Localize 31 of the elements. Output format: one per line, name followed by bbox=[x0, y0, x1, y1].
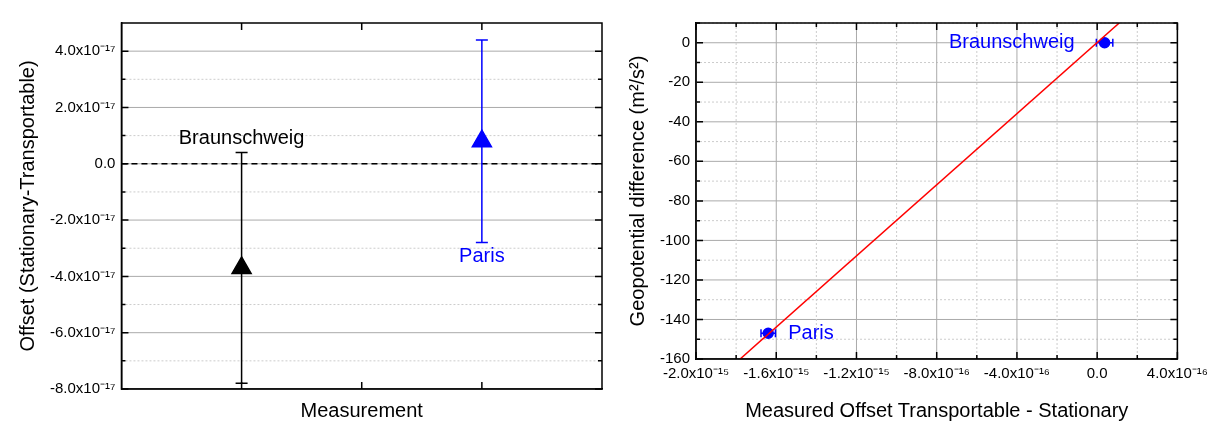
y-tick-label: -160 bbox=[659, 349, 691, 367]
y-tick-label: -20 bbox=[668, 72, 691, 90]
series-label: Braunschweig bbox=[948, 30, 1075, 53]
y-tick-label: -140 bbox=[659, 309, 691, 327]
x-tick-label: 0.0 bbox=[1086, 364, 1108, 382]
text: Braunschweig bbox=[178, 126, 305, 149]
x-tick-label: -1.2x10⁻¹⁵ bbox=[823, 364, 890, 382]
x-tick-label: -1.6x10⁻¹⁵ bbox=[743, 364, 810, 382]
y-tick-label: -120 bbox=[659, 270, 691, 288]
y-axis-title: Offset (Stationary-Transportable) bbox=[15, 60, 38, 352]
y-tick-label: -60 bbox=[668, 151, 691, 169]
y-tick-label: 0 bbox=[681, 32, 691, 50]
x-axis-title: Measured Offset Transportable - Stationary bbox=[745, 398, 1129, 421]
y-tick-label: 2.0x10⁻¹⁷ bbox=[54, 97, 116, 115]
y-tick-label: -100 bbox=[659, 230, 691, 248]
x-tick-label: -2.0x10⁻¹⁵ bbox=[662, 364, 730, 382]
x-axis-title: Measurement bbox=[300, 398, 424, 421]
x-tick-label: -8.0x10⁻¹⁶ bbox=[903, 364, 970, 382]
y-tick-label: 0.0 bbox=[94, 153, 116, 171]
series-label: Paris bbox=[788, 320, 834, 343]
y-tick-label: -80 bbox=[668, 191, 691, 209]
y-axis-title: Geopotential difference (m²/s²) bbox=[625, 55, 648, 327]
x-tick-label: -4.0x10⁻¹⁶ bbox=[983, 364, 1051, 382]
y-tick-label: -8.0x10⁻¹⁷ bbox=[49, 379, 116, 397]
y-tick-label: -4.0x10⁻¹⁷ bbox=[49, 266, 116, 284]
y-tick-label: -40 bbox=[668, 111, 691, 129]
y-tick-label: 4.0x10⁻¹⁷ bbox=[54, 41, 116, 59]
x-tick-label: 4.0x10⁻¹⁶ bbox=[1146, 364, 1209, 382]
text: Paris bbox=[459, 244, 505, 267]
y-tick-label: -2.0x10⁻¹⁷ bbox=[49, 210, 116, 228]
y-tick-label: -6.0x10⁻¹⁷ bbox=[49, 322, 116, 340]
